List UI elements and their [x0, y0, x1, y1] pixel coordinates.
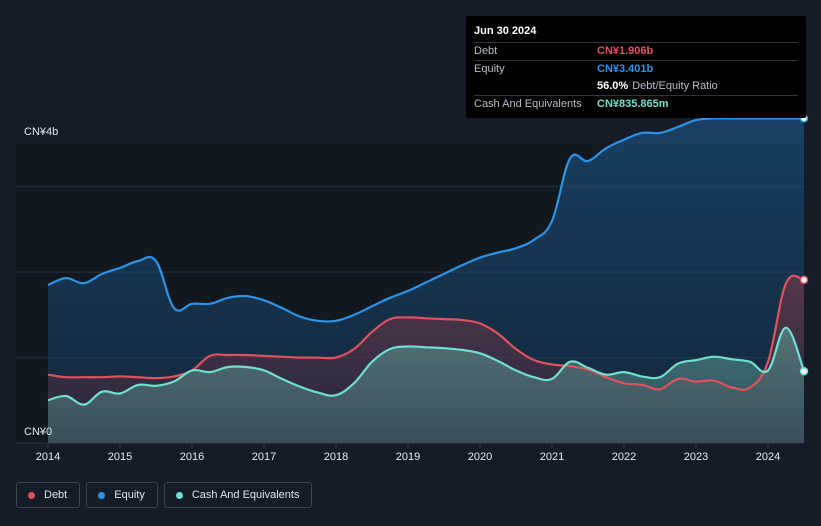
x-tick-label: 2014 — [36, 451, 60, 463]
x-tick-label: 2016 — [180, 451, 204, 463]
x-tick-label: 2022 — [612, 451, 636, 463]
y-axis-labels: CN¥4b CN¥0 — [24, 126, 58, 438]
tooltip-date: Jun 30 2024 — [474, 25, 537, 37]
tooltip-equity-value: CN¥3.401b — [597, 63, 654, 75]
x-tick-label: 2018 — [324, 451, 348, 463]
x-axis-labels: 2014 2015 2016 2017 2018 2019 2020 2021 2022 2023… — [36, 443, 780, 463]
series-areas — [48, 118, 804, 444]
x-tick-label: 2021 — [540, 451, 564, 463]
tooltip-row-ratio: 56.0% Debt/Equity Ratio — [474, 78, 798, 95]
x-tick-label: 2020 — [468, 451, 492, 463]
equity-dot-icon — [98, 491, 106, 499]
legend-item-cash[interactable]: Cash And Equivalents — [163, 482, 313, 508]
cash-dot-icon — [175, 491, 183, 499]
legend-cash-label: Cash And Equivalents — [191, 489, 300, 501]
line-debt — [47, 274, 805, 391]
area-cash — [48, 327, 804, 443]
tooltip-equity-label: Equity — [474, 63, 505, 75]
tooltip-row-equity: Equity CN¥3.401b — [474, 60, 798, 78]
x-tick-label: 2017 — [252, 451, 276, 463]
y-tick-label-top: CN¥4b — [24, 126, 58, 138]
tooltip-cash-label: Cash And Equivalents — [474, 98, 582, 110]
tooltip-row-cash: Cash And Equivalents CN¥835.865m — [474, 95, 798, 113]
series-lines — [47, 117, 806, 406]
tooltip-cash-value: CN¥835.865m — [597, 98, 669, 110]
line-cash — [47, 326, 806, 406]
x-tick-label: 2015 — [108, 451, 132, 463]
tooltip-row-debt: Debt CN¥1.906b — [474, 42, 798, 60]
legend: Debt Equity Cash And Equivalents — [16, 482, 313, 508]
tooltip-ratio-label: Debt/Equity Ratio — [632, 80, 718, 92]
tooltip-debt-value: CN¥1.906b — [597, 45, 654, 57]
x-tick-label: 2019 — [396, 451, 420, 463]
y-tick-label-bottom: CN¥0 — [24, 426, 52, 438]
tooltip-ratio-spacer — [474, 78, 597, 95]
legend-item-debt[interactable]: Debt — [16, 482, 81, 508]
endpoint-cash — [799, 366, 809, 376]
debt-dot-icon — [28, 491, 35, 499]
tooltip: Jun 30 2024 Debt CN¥1.906b Equity CN¥3.4… — [466, 16, 806, 118]
line-equity — [47, 117, 804, 323]
tooltip-ratio-value: 56.0% — [597, 80, 629, 92]
x-tick-label: 2024 — [756, 451, 780, 463]
x-tick-label: 2023 — [684, 451, 708, 463]
legend-equity-label: Equity — [114, 489, 145, 501]
tooltip-debt-label: Debt — [474, 45, 498, 57]
legend-debt-label: Debt — [44, 489, 68, 501]
endpoint-debt — [799, 275, 809, 285]
legend-item-equity[interactable]: Equity — [86, 482, 158, 508]
